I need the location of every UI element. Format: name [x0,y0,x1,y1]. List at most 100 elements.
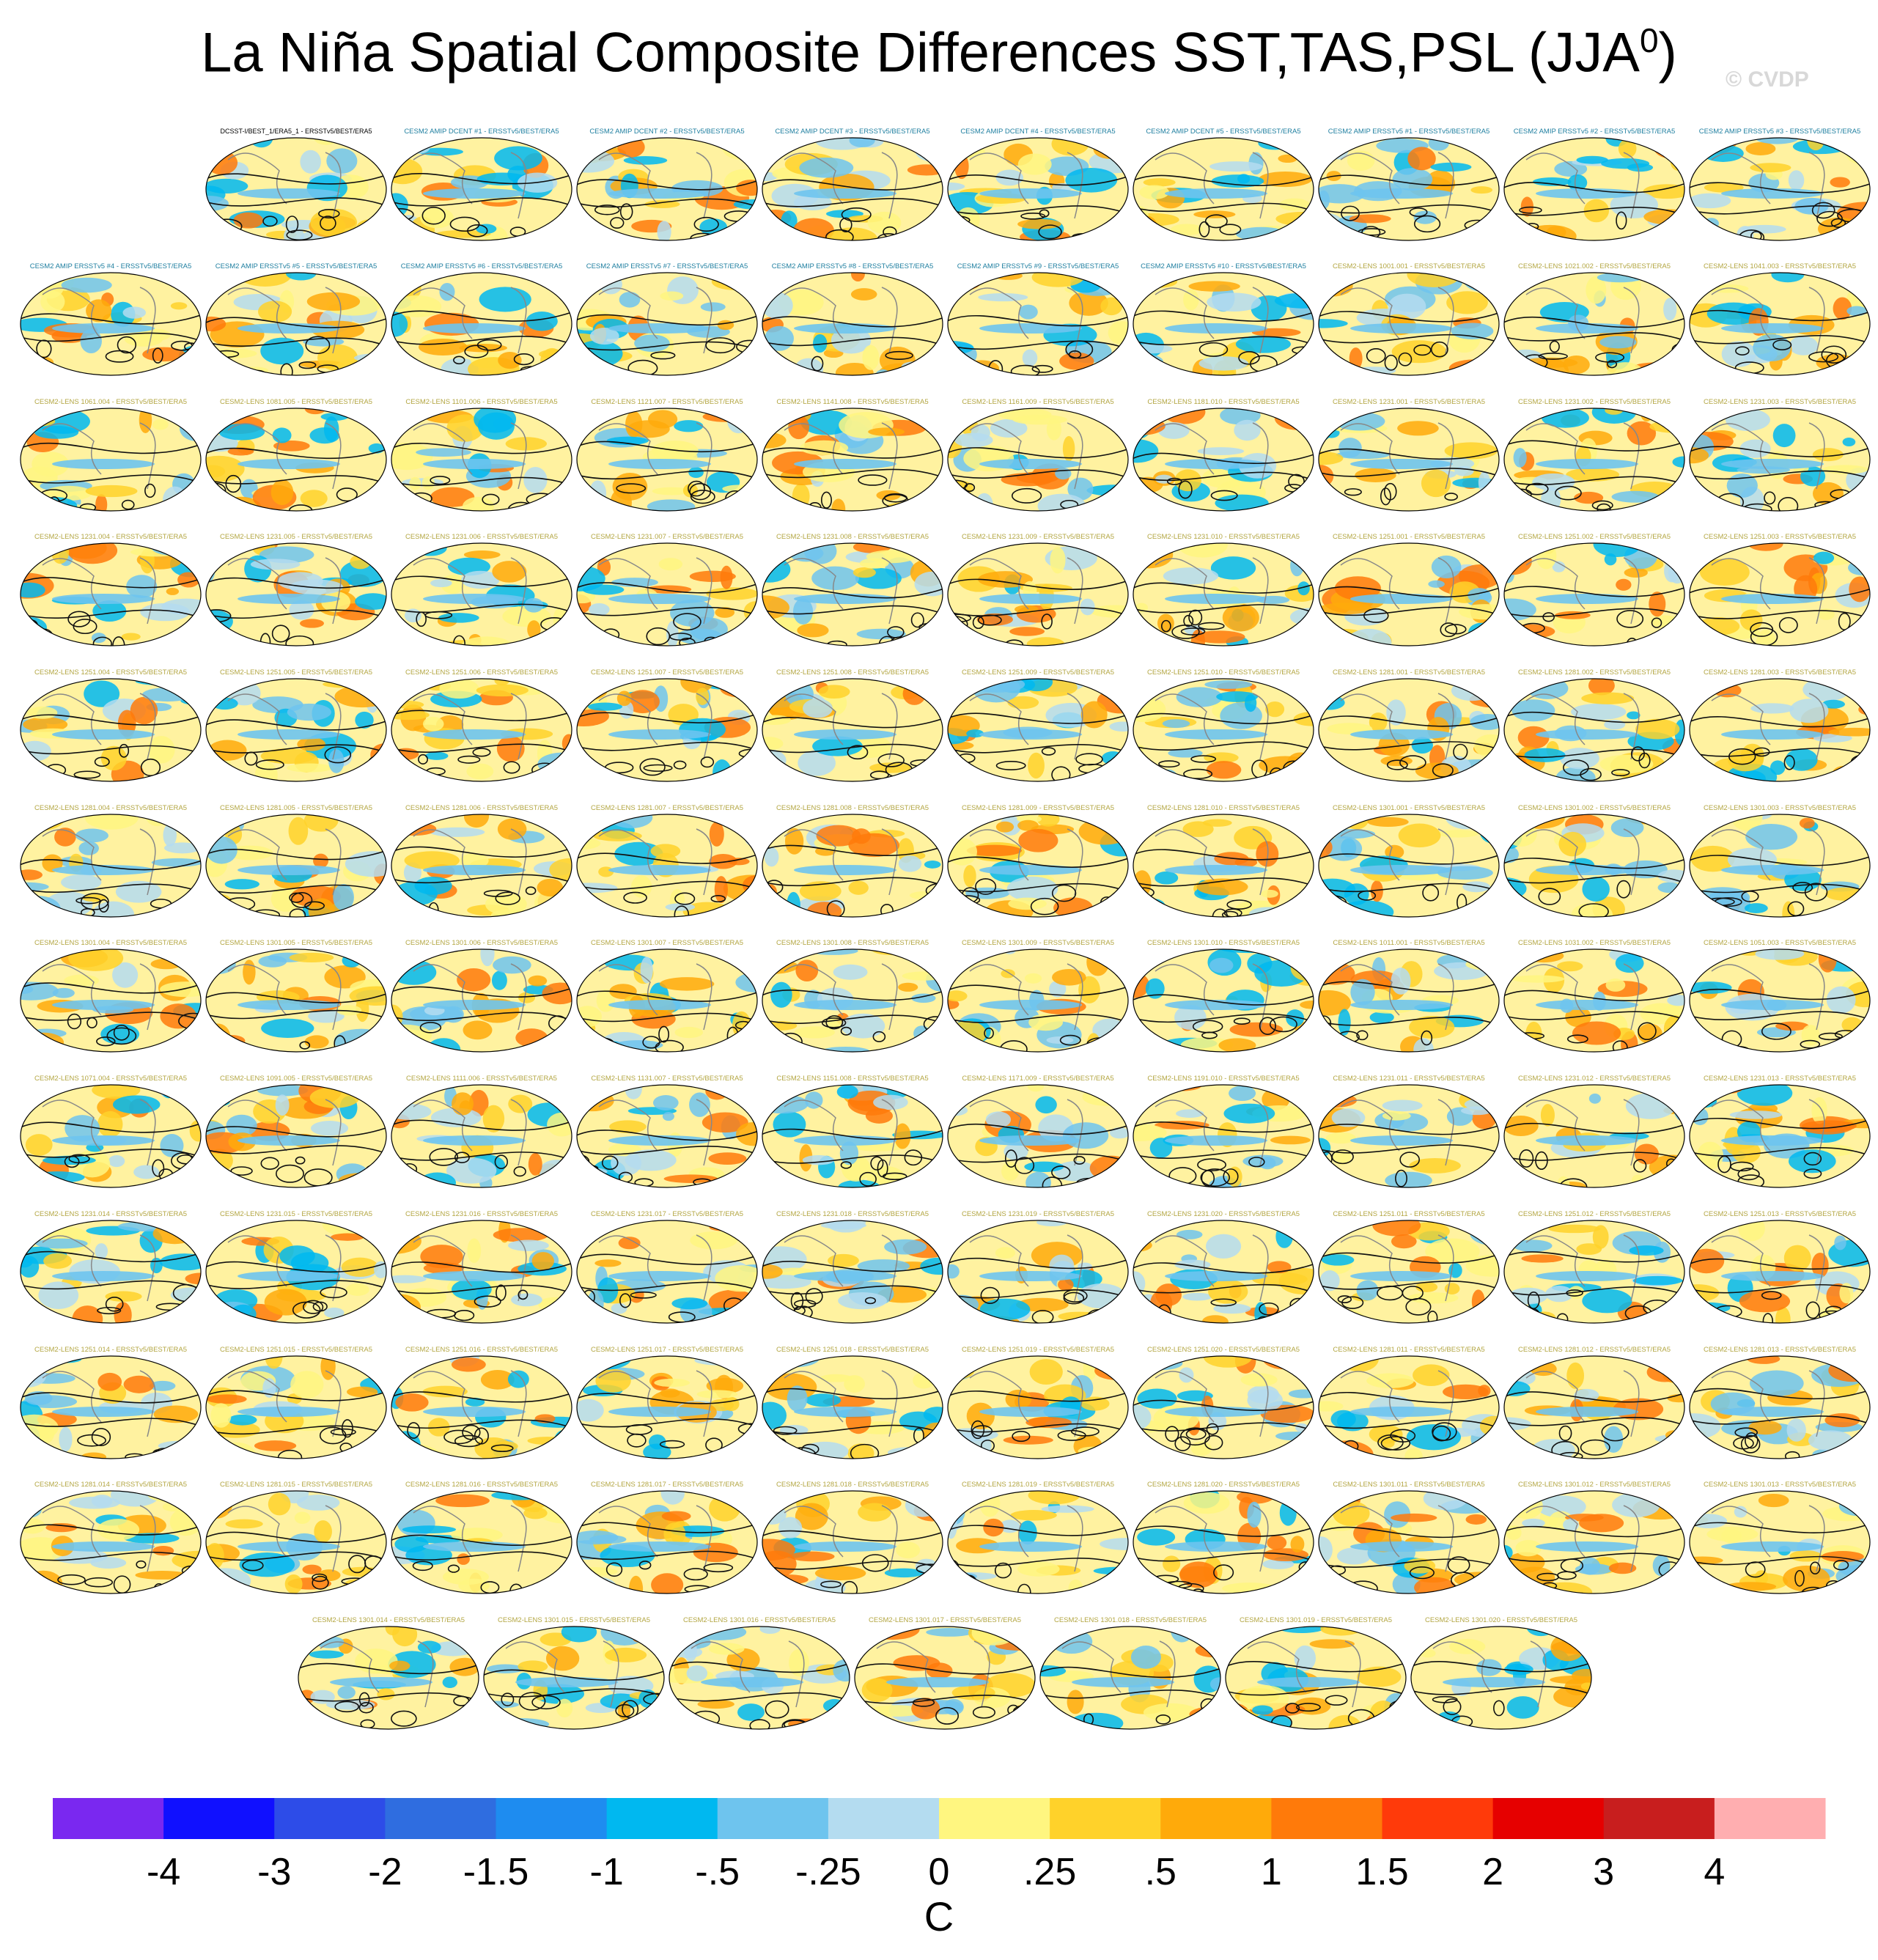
map-outline [1503,1084,1685,1188]
panel-label: CESM2-LENS 1231.018 - ERSSTv5/BEST/ERA5 [776,1210,929,1218]
anomaly-patch [1382,1099,1423,1112]
psl-contour [1133,1013,1314,1023]
psl-contour [206,197,386,207]
anomaly-patch [323,680,374,688]
panel-label: CESM2-LENS 1281.001 - ERSSTv5/BEST/ERA5 [1333,668,1485,677]
cold-tongue [794,188,896,199]
anomaly-patch [1018,1520,1037,1545]
psl-contour [690,490,715,504]
anomaly-patch [990,419,1028,438]
cold-tongue [423,729,526,740]
cold-tongue [608,459,711,469]
panel-label: CESM2-LENS 1071.004 - ERSSTv5/BEST/ERA5 [34,1075,187,1083]
anomaly-patch [518,1660,548,1673]
anomaly-patch [257,1085,309,1097]
cold-tongue [237,1271,340,1281]
psl-contour [948,1123,1128,1135]
anomaly-patch [166,587,180,595]
anomaly-patch [873,1094,908,1110]
anomaly-patch [1663,298,1677,321]
panel-label: CESM2-LENS 1281.016 - ERSSTv5/BEST/ERA5 [405,1481,558,1489]
psl-contour [1484,634,1499,646]
colorbar-bin [163,1798,275,1839]
anomaly-patch [851,273,865,281]
panel-label: CESM2-LENS 1301.007 - ERSSTv5/BEST/ERA5 [591,939,743,947]
coastline [973,1640,990,1708]
anomaly-patch [858,1503,891,1522]
anomaly-patch [1229,1022,1284,1037]
anomaly-patch [1245,694,1257,712]
anomaly-patch [290,1371,324,1399]
anomaly-patch [1552,561,1566,572]
psl-contour [762,1561,943,1570]
psl-contour [1413,215,1441,233]
anomaly-patch [1179,1561,1218,1588]
psl-contour [21,577,201,589]
anomaly-patch [1235,335,1291,353]
anomaly-patch [287,703,331,721]
colorbar-tick-label: -3 [257,1851,291,1893]
map-outline [1318,814,1500,918]
coastline [1252,422,1269,490]
coastline [598,1506,658,1558]
anomaly-patch [72,1305,103,1323]
map-outline [205,542,387,646]
psl-contour [1319,1419,1499,1429]
psl-contour [1180,627,1206,635]
anomaly-patch [1649,615,1679,627]
anomaly-patch [625,1085,642,1099]
map-outline [391,814,572,918]
psl-contour [948,1153,1128,1163]
anomaly-patch [311,1121,349,1136]
anomaly-patch [1155,474,1173,484]
map-outline [1133,1220,1314,1324]
psl-contour [1558,1425,1572,1442]
anomaly-patch [1588,1093,1601,1104]
psl-contour [1259,1302,1279,1316]
anomaly-patch [1515,1539,1542,1557]
cold-tongue [1350,1541,1453,1552]
panel: CESM2-LENS 1281.004 - ERSSTv5/BEST/ERA5 [20,804,202,918]
psl-contour [577,1522,757,1533]
panel: CESM2 AMIP ERSSTv5 #4 - ERSSTv5/BEST/ERA… [20,262,202,376]
psl-contour [840,1161,852,1169]
anomaly-patch [1290,955,1314,981]
map-field [1690,1085,1870,1187]
anomaly-patch [1717,1085,1743,1094]
coastline [42,693,102,745]
anomaly-patch [1624,567,1648,578]
anomaly-patch [206,556,216,583]
map-outline [391,272,572,376]
psl-contour [762,990,943,1001]
anomaly-patch [314,1520,332,1543]
anomaly-patch [975,493,993,511]
anomaly-patch [21,981,59,1001]
coastline [139,1234,156,1302]
anomaly-patch [160,1003,197,1029]
colorbar-bin [496,1798,608,1839]
map-field [1319,814,1499,917]
psl-contour [1133,994,1314,1006]
psl-contour [397,1583,421,1594]
map-field [762,408,943,511]
coastline [1252,828,1269,896]
anomaly-patch [1287,752,1314,772]
coastline [1808,828,1825,896]
psl-contour [182,910,194,917]
anomaly-patch [492,561,527,583]
map-field [21,949,201,1052]
psl-contour [96,1036,116,1047]
map-outline [762,948,943,1053]
psl-contour [391,1119,572,1131]
panel: CESM2-LENS 1111.006 - ERSSTv5/BEST/ERA5 [391,1075,572,1188]
anomaly-patch [391,443,433,471]
map-field [1319,1491,1499,1594]
psl-contour [474,1295,501,1308]
anomaly-patch [1078,976,1100,1003]
panel: CESM2-LENS 1281.011 - ERSSTv5/BEST/ERA5 [1318,1346,1500,1459]
psl-contour [683,1568,708,1581]
psl-contour [577,1550,757,1561]
anomaly-patch [1350,979,1375,1006]
panel-label: CESM2-LENS 1301.008 - ERSSTv5/BEST/ERA5 [776,939,929,947]
anomaly-patch [559,487,572,496]
